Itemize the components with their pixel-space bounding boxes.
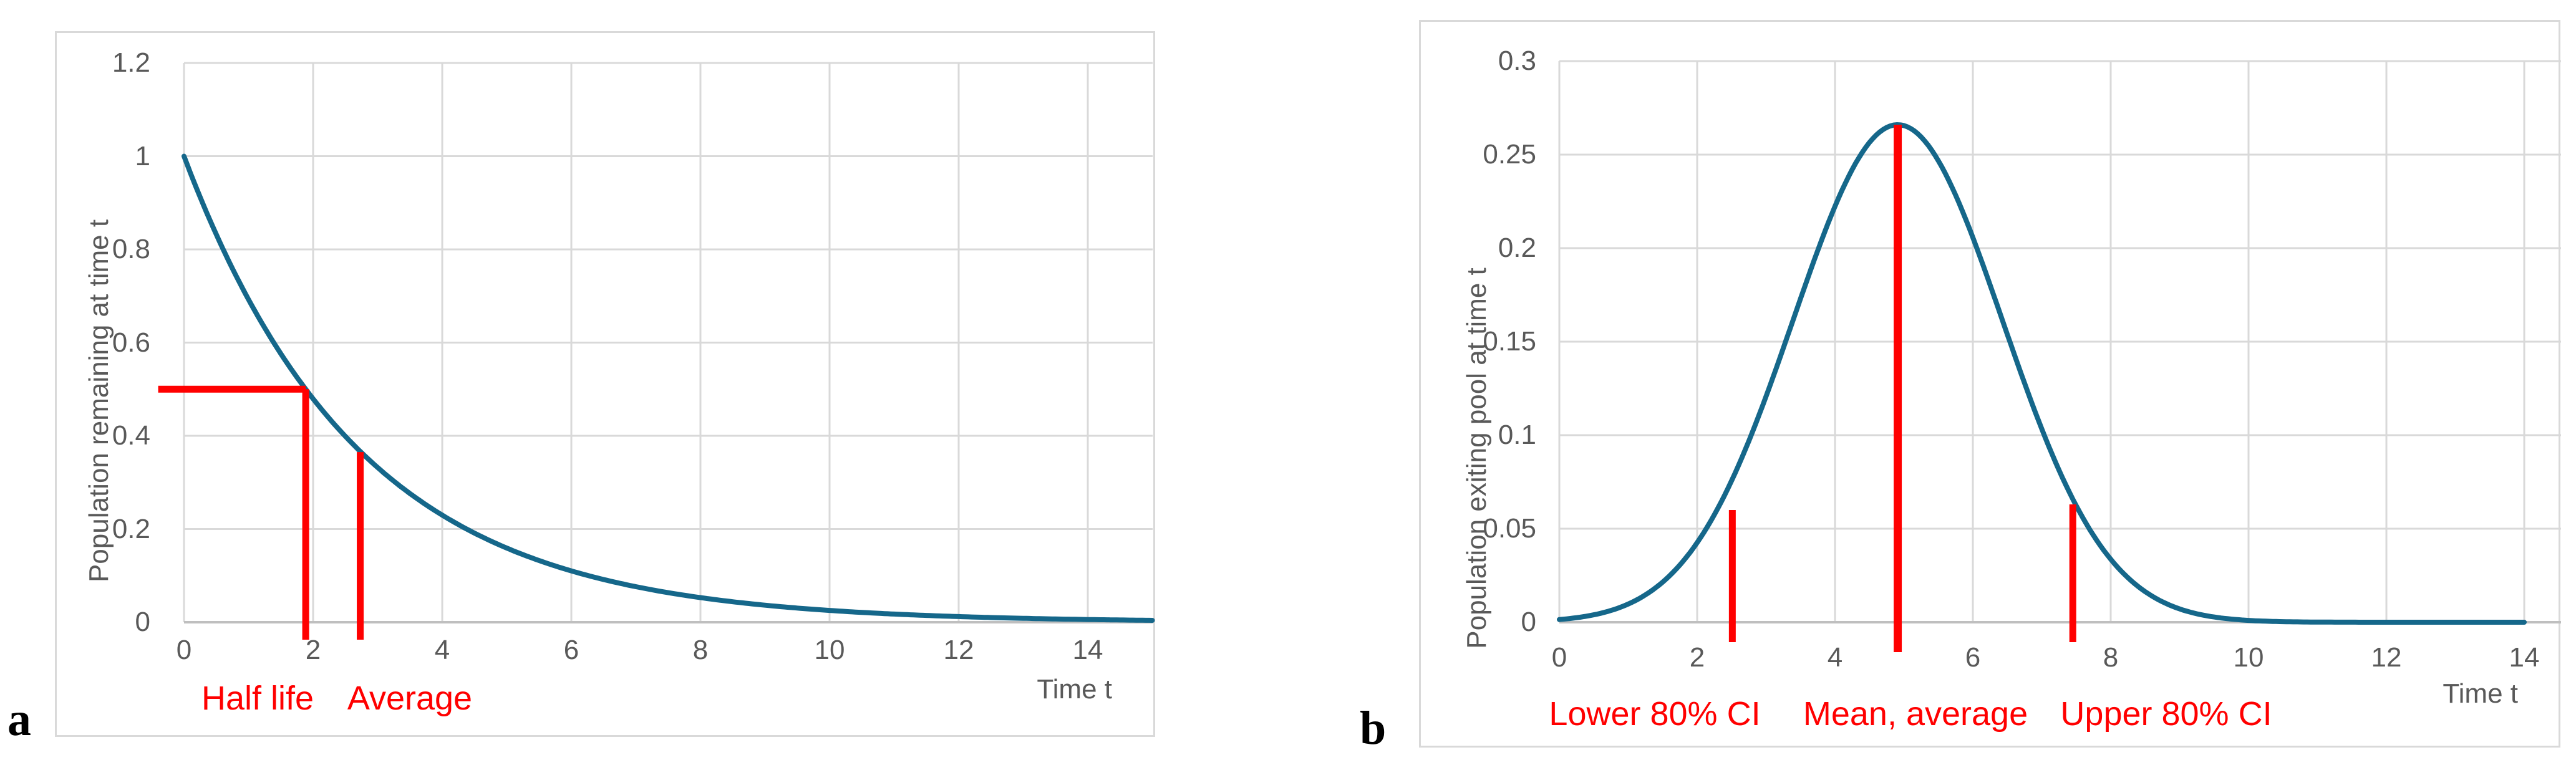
- x-tick-label-14: 14: [2509, 642, 2540, 673]
- y-tick-label-0.15: 0.15: [1483, 326, 1536, 357]
- y-tick-label-0.2: 0.2: [1498, 233, 1536, 263]
- y-tick-label-0.4: 0.4: [112, 420, 150, 451]
- x-tick-label-8: 8: [692, 635, 709, 665]
- panel-a-survival-chart: Population remaining at time t Time t Ha…: [55, 31, 1155, 737]
- y-tick-label-0: 0: [1521, 607, 1536, 637]
- panel-b-x-axis-title: Time t: [2443, 678, 2518, 709]
- panel-letter-b: b: [1360, 702, 1387, 754]
- y-tick-label-0: 0: [135, 607, 150, 637]
- x-tick-label-10: 10: [814, 635, 845, 665]
- x-tick-label-4: 4: [434, 635, 450, 665]
- panel-b-plot-svg: [1557, 60, 2561, 652]
- y-tick-label-0.8: 0.8: [112, 234, 150, 264]
- x-tick-label-0: 0: [1551, 642, 1567, 673]
- population-remaining-curve: [182, 153, 1155, 623]
- panel-b-exit-distribution-chart: Population exiting pool at time t Time t…: [1419, 20, 2561, 748]
- y-tick-label-1.2: 1.2: [112, 47, 150, 78]
- x-tick-label-2: 2: [305, 635, 321, 665]
- x-tick-label-4: 4: [1827, 642, 1843, 673]
- annotation-label-half-life: Half life: [201, 680, 314, 717]
- y-tick-label-0.1: 0.1: [1498, 420, 1536, 450]
- y-tick-label-0.25: 0.25: [1483, 139, 1536, 170]
- x-tick-label-6: 6: [1965, 642, 1981, 673]
- annotation-label-upper-80-ci: Upper 80% CI: [2060, 695, 2272, 733]
- x-tick-label-12: 12: [943, 635, 974, 665]
- panel-a-plot-svg: [158, 62, 1155, 640]
- x-tick-label-2: 2: [1689, 642, 1705, 673]
- y-tick-label-0.05: 0.05: [1483, 513, 1536, 544]
- panel-a-x-axis-title: Time t: [1037, 674, 1112, 705]
- x-tick-label-6: 6: [563, 635, 579, 665]
- population-exiting-curve: [1557, 122, 2527, 625]
- y-tick-label-1: 1: [135, 140, 150, 171]
- x-tick-label-10: 10: [2233, 642, 2264, 673]
- x-tick-label-0: 0: [176, 635, 192, 665]
- panel-letter-a: a: [7, 693, 31, 746]
- panel-b-y-axis-title: Population exiting pool at time t: [1461, 267, 1492, 649]
- annotation-label-lower-80-ci: Lower 80% CI: [1549, 695, 1761, 733]
- x-tick-label-12: 12: [2371, 642, 2402, 673]
- x-tick-label-14: 14: [1072, 635, 1103, 665]
- annotation-label-mean-average: Mean, average: [1803, 695, 2028, 733]
- y-tick-label-0.3: 0.3: [1498, 46, 1536, 76]
- y-tick-label-0.2: 0.2: [112, 513, 150, 544]
- y-tick-label-0.6: 0.6: [112, 327, 150, 358]
- annotation-label-average: Average: [347, 680, 473, 717]
- x-tick-label-8: 8: [2103, 642, 2119, 673]
